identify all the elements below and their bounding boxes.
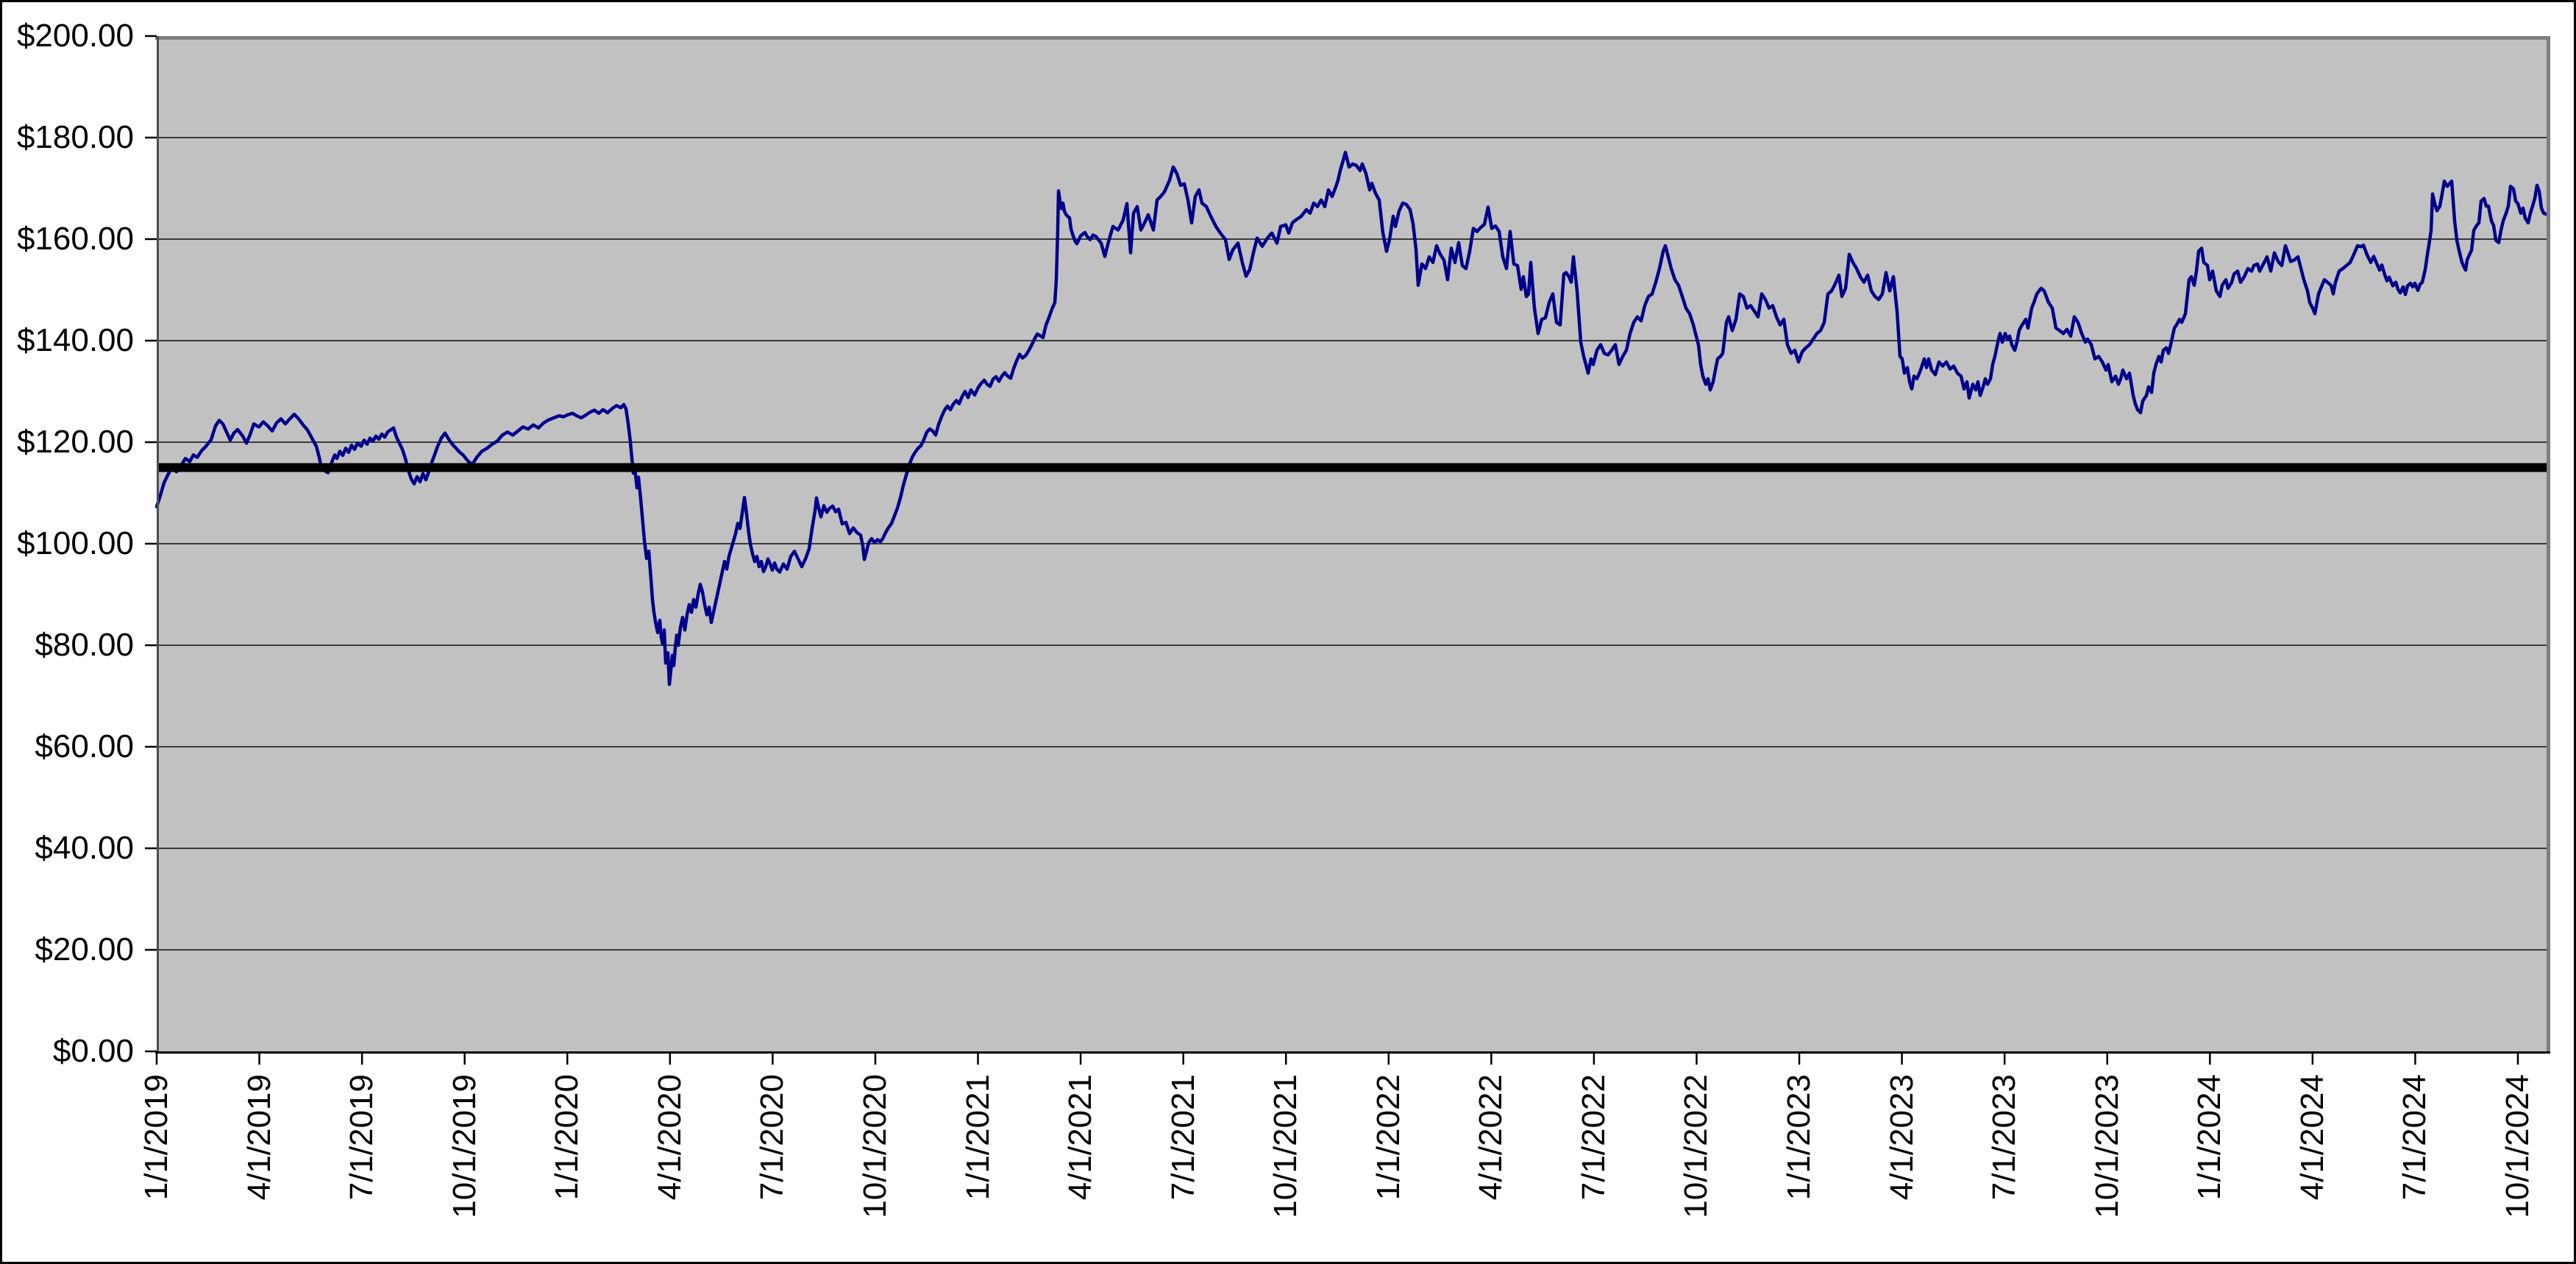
x-axis-tick-label: 7/1/2020 bbox=[754, 1074, 791, 1201]
y-axis-tick-label: $60.00 bbox=[35, 728, 134, 764]
x-axis-tick-label: 10/1/2020 bbox=[856, 1074, 893, 1218]
x-axis-tick-label: 10/1/2019 bbox=[446, 1074, 483, 1218]
y-axis-tick-label: $100.00 bbox=[16, 525, 134, 561]
x-axis-tick-label: 7/1/2024 bbox=[2397, 1074, 2433, 1201]
x-axis-tick-label: 10/1/2023 bbox=[2088, 1074, 2125, 1218]
x-axis-tick-label: 4/1/2024 bbox=[2294, 1074, 2330, 1201]
x-axis-tick-label: 4/1/2021 bbox=[1062, 1074, 1099, 1201]
x-axis-tick-label: 1/1/2019 bbox=[138, 1074, 174, 1201]
x-axis-tick-label: 1/1/2023 bbox=[1781, 1074, 1818, 1201]
y-axis-tick-label: $200.00 bbox=[16, 18, 134, 54]
x-axis-tick-label: 4/1/2019 bbox=[241, 1074, 277, 1201]
x-axis-tick-label: 1/1/2024 bbox=[2191, 1074, 2228, 1201]
x-axis-tick-label: 7/1/2019 bbox=[344, 1074, 380, 1201]
y-axis-tick-label: $160.00 bbox=[16, 221, 134, 257]
y-axis-tick-label: $120.00 bbox=[16, 424, 134, 460]
x-axis-tick-label: 1/1/2021 bbox=[959, 1074, 996, 1201]
x-axis-tick-label: 7/1/2023 bbox=[1986, 1074, 2023, 1201]
y-axis-tick-label: $180.00 bbox=[16, 119, 134, 155]
x-axis-tick-label: 1/1/2020 bbox=[549, 1074, 586, 1201]
x-axis-tick-label: 10/1/2022 bbox=[1678, 1074, 1715, 1218]
x-axis-tick-label: 4/1/2020 bbox=[651, 1074, 688, 1201]
x-axis-tick-label: 4/1/2023 bbox=[1883, 1074, 1920, 1201]
x-axis-tick-label: 7/1/2021 bbox=[1164, 1074, 1201, 1201]
y-axis-tick-label: $140.00 bbox=[16, 322, 134, 358]
y-axis-tick-label: $0.00 bbox=[52, 1033, 134, 1069]
x-axis-tick-label: 4/1/2022 bbox=[1473, 1074, 1509, 1201]
x-axis-tick-label: 7/1/2022 bbox=[1575, 1074, 1612, 1201]
x-axis-tick-label: 1/1/2022 bbox=[1370, 1074, 1406, 1201]
y-axis-tick-label: $80.00 bbox=[35, 627, 134, 663]
x-axis-tick-label: 10/1/2021 bbox=[1267, 1074, 1304, 1218]
y-axis-tick-label: $20.00 bbox=[35, 931, 134, 967]
price-line-series bbox=[154, 150, 2549, 686]
x-axis-tick-label: 10/1/2024 bbox=[2499, 1074, 2536, 1218]
y-axis-tick-label: $40.00 bbox=[35, 830, 134, 866]
